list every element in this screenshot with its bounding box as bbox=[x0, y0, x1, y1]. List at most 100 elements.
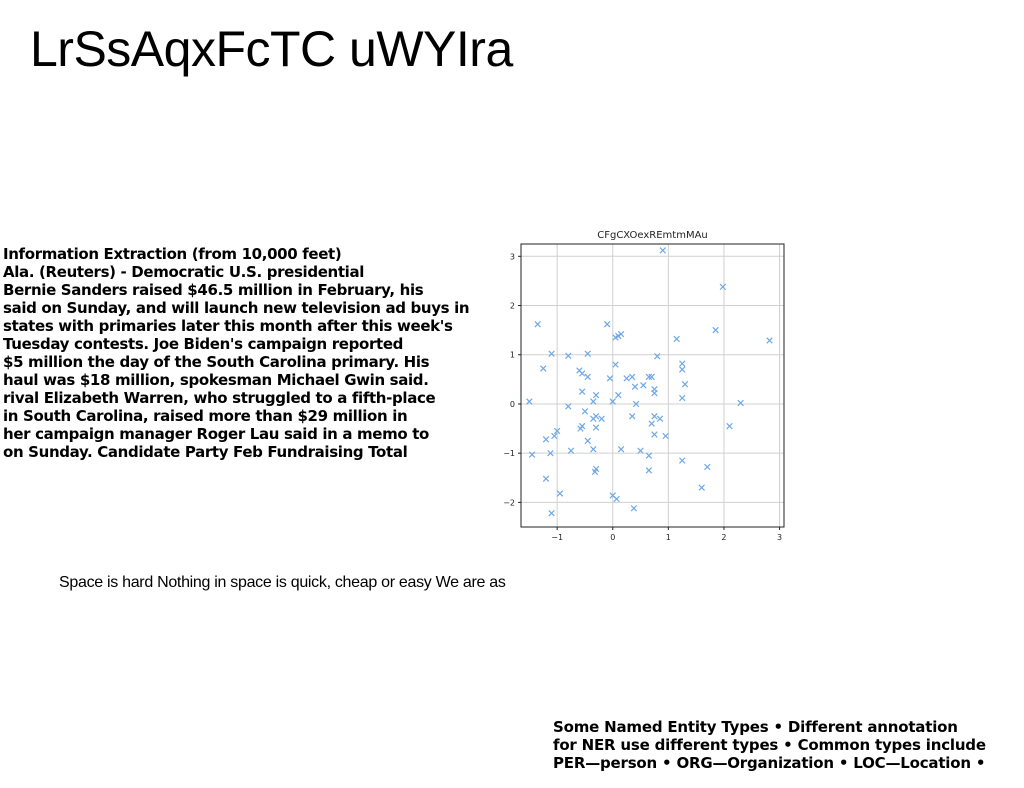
scatter-point bbox=[673, 335, 680, 343]
x-tick-label: −1 bbox=[551, 533, 563, 542]
article-line: rival Elizabeth Warren, who struggled to… bbox=[3, 389, 436, 407]
scatter-point bbox=[640, 382, 647, 389]
scatter-point bbox=[704, 463, 711, 471]
x-tick-label: 1 bbox=[666, 533, 671, 542]
x-tick-label: 0 bbox=[610, 533, 615, 542]
y-tick-label: −2 bbox=[503, 498, 515, 507]
scatter-point bbox=[553, 427, 561, 435]
scatter-point bbox=[577, 425, 584, 432]
scatter-point bbox=[662, 432, 669, 440]
ner-line: PER—person • ORG—Organization • LOC—Loca… bbox=[553, 754, 986, 772]
ner-line: for NER use different types • Common typ… bbox=[553, 736, 986, 754]
article-line: Bernie Sanders raised $46.5 million in F… bbox=[3, 281, 424, 299]
scatter-point bbox=[645, 452, 653, 459]
page-title: LrSsAqxFcTC uWYIra bbox=[30, 21, 513, 77]
scatter-point bbox=[528, 451, 536, 458]
scatter-point bbox=[712, 326, 719, 334]
scatter-point bbox=[551, 432, 558, 440]
scatter-point bbox=[628, 373, 636, 381]
scatter-point bbox=[654, 352, 661, 360]
scatter-point bbox=[726, 422, 733, 430]
article-line: haul was $18 million, spokesman Michael … bbox=[3, 371, 429, 389]
y-tick-label: −1 bbox=[503, 449, 515, 458]
scatter-point bbox=[603, 321, 611, 328]
scatter-point bbox=[598, 415, 605, 422]
scatter-point bbox=[592, 391, 600, 399]
scatter-point bbox=[648, 420, 655, 427]
scatter-point bbox=[656, 415, 664, 422]
x-tick-label: 2 bbox=[721, 533, 726, 542]
y-tick-label: 3 bbox=[510, 252, 515, 261]
scatter-point bbox=[581, 408, 589, 415]
scatter-point bbox=[631, 383, 639, 390]
scatter-point bbox=[578, 370, 586, 377]
article-line: her campaign manager Roger Lau said in a… bbox=[3, 425, 429, 443]
scatter-point bbox=[590, 446, 597, 453]
chart-title: CFgCXOexREmtmMAu bbox=[597, 230, 708, 241]
scatter-point bbox=[542, 436, 550, 443]
scatter-point bbox=[547, 449, 554, 457]
ner-text-block: Some Named Entity Types • Different anno… bbox=[553, 718, 1023, 772]
scatter-point bbox=[548, 350, 555, 357]
scatter-point bbox=[615, 391, 622, 399]
scatter-point bbox=[623, 375, 630, 382]
scatter-point bbox=[584, 373, 591, 381]
scatter-point bbox=[648, 373, 655, 381]
scatter-point bbox=[645, 467, 653, 474]
scatter-point bbox=[679, 394, 686, 402]
scatter-point bbox=[548, 509, 555, 517]
scatter-point bbox=[679, 457, 686, 464]
scatter-point bbox=[679, 366, 686, 373]
article-line: in South Carolina, raised more than $29 … bbox=[3, 407, 408, 425]
scatter-point bbox=[632, 400, 640, 408]
scatter-point bbox=[556, 490, 564, 497]
scatter-point bbox=[590, 415, 597, 422]
scatter-point bbox=[565, 352, 572, 359]
scatter-point bbox=[737, 399, 744, 407]
scatter-point bbox=[698, 484, 705, 491]
scatter-point bbox=[681, 381, 689, 388]
scatter-point bbox=[567, 447, 575, 454]
scatter-point bbox=[637, 447, 644, 454]
scatter-point bbox=[651, 389, 658, 397]
article-line: on Sunday. Candidate Party Feb Fundraisi… bbox=[3, 443, 408, 461]
scatter-point bbox=[719, 283, 727, 291]
scatter-point bbox=[630, 505, 638, 512]
y-tick-label: 1 bbox=[510, 351, 515, 360]
scatter-point bbox=[584, 437, 591, 445]
article-line: said on Sunday, and will launch new tele… bbox=[3, 299, 470, 317]
scatter-point bbox=[565, 403, 572, 410]
scatter-point bbox=[617, 446, 625, 453]
article-text-block: Information Extraction (from 10,000 feet… bbox=[3, 245, 473, 461]
scatter-point bbox=[606, 375, 614, 382]
y-tick-label: 2 bbox=[510, 302, 515, 311]
article-line: Tuesday contests. Joe Biden's campaign r… bbox=[3, 335, 404, 353]
article-line: Ala. (Reuters) - Democratic U.S. preside… bbox=[3, 263, 365, 281]
ner-line: Some Named Entity Types • Different anno… bbox=[553, 718, 958, 736]
article-line: $5 million the day of the South Carolina… bbox=[3, 353, 430, 371]
scatter-chart-svg: −1 0 1 2 3 −2 −1 0 1 2 3 CFgCXOexREmtmMAu bbox=[503, 230, 785, 542]
scatter-point bbox=[766, 337, 773, 344]
scatter-point bbox=[591, 468, 599, 476]
scatter-point bbox=[615, 332, 622, 340]
scatter-point bbox=[659, 247, 667, 254]
scatter-point bbox=[645, 373, 653, 381]
x-tick-label: 3 bbox=[777, 533, 782, 542]
article-line: Information Extraction (from 10,000 feet… bbox=[3, 245, 342, 263]
article-line: states with primaries later this month a… bbox=[3, 317, 453, 335]
scatter-point bbox=[679, 360, 686, 367]
scatter-point bbox=[584, 350, 591, 357]
plot-frame bbox=[520, 243, 785, 528]
scatter-point bbox=[609, 398, 616, 405]
scatter-point bbox=[628, 413, 636, 420]
y-tick-label: 0 bbox=[510, 400, 515, 409]
scatter-point bbox=[526, 398, 533, 405]
space-caption-text: Space is hard Nothing in space is quick,… bbox=[59, 574, 506, 591]
scatter-point bbox=[612, 361, 619, 368]
scatter-point bbox=[542, 475, 550, 482]
scatter-point bbox=[651, 413, 658, 420]
scatter-point bbox=[592, 424, 600, 431]
scatter-point bbox=[578, 388, 586, 395]
scatter-point bbox=[590, 398, 597, 405]
scatter-chart: −1 0 1 2 3 −2 −1 0 1 2 3 CFgCXOexREmtmMAu bbox=[488, 222, 788, 547]
